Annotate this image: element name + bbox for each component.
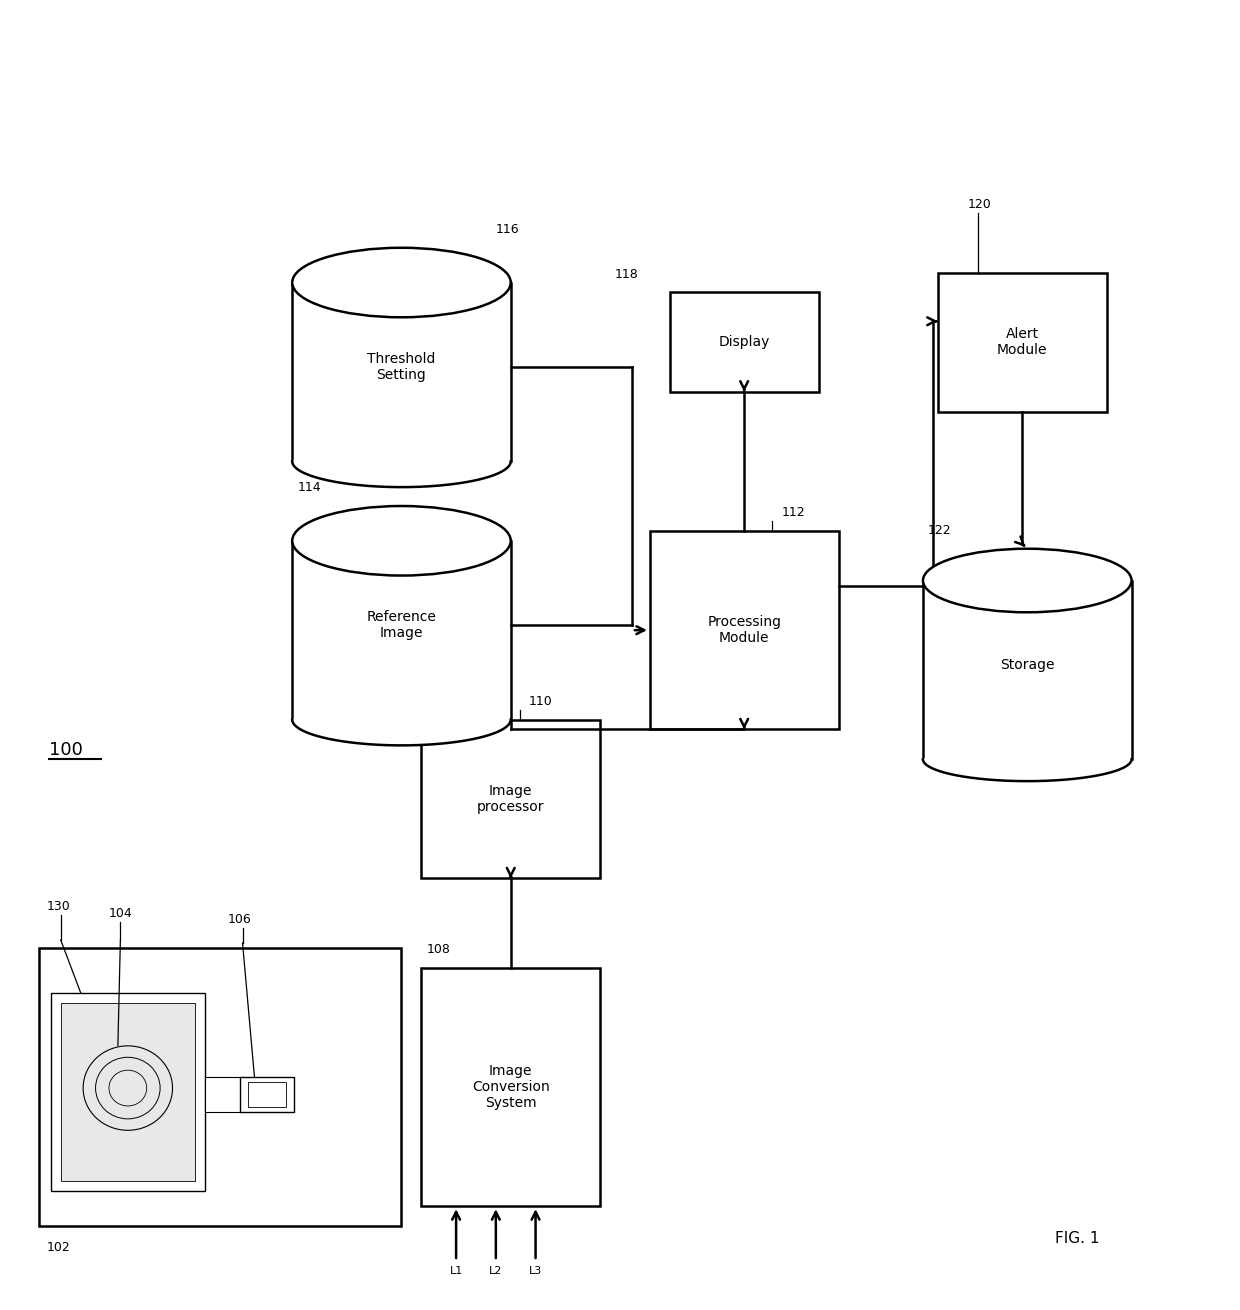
Bar [670, 292, 818, 392]
Text: 116: 116 [496, 223, 520, 236]
Text: 130: 130 [47, 900, 71, 913]
Bar [650, 531, 838, 730]
Text: L3: L3 [529, 1265, 542, 1276]
Text: 120: 120 [967, 198, 992, 211]
Bar [248, 1082, 286, 1107]
Text: 108: 108 [427, 943, 450, 956]
Ellipse shape [293, 506, 511, 575]
Text: 106: 106 [228, 913, 252, 926]
Text: Display: Display [718, 335, 770, 350]
Bar [51, 993, 205, 1191]
Text: Reference
Image: Reference Image [367, 610, 436, 641]
Text: 102: 102 [47, 1241, 71, 1254]
Polygon shape [923, 760, 1132, 781]
Bar [239, 1077, 294, 1112]
Bar [937, 272, 1107, 411]
Bar [293, 541, 511, 719]
Text: Threshold
Setting: Threshold Setting [367, 352, 435, 383]
Text: Alert
Module: Alert Module [997, 328, 1048, 358]
Bar [422, 719, 600, 879]
Text: 114: 114 [298, 481, 321, 494]
Text: 110: 110 [528, 694, 552, 707]
Bar [61, 1002, 195, 1182]
Text: 112: 112 [782, 506, 806, 519]
Polygon shape [293, 719, 511, 745]
Bar [422, 968, 600, 1207]
Text: Storage: Storage [999, 658, 1054, 672]
Text: L2: L2 [489, 1265, 502, 1276]
Ellipse shape [923, 549, 1132, 612]
Bar [38, 948, 402, 1226]
Bar [205, 1077, 243, 1112]
Bar [923, 580, 1132, 760]
Text: Image
processor: Image processor [477, 783, 544, 814]
Text: 118: 118 [615, 267, 639, 280]
Polygon shape [293, 461, 511, 487]
Text: FIG. 1: FIG. 1 [1055, 1231, 1099, 1246]
Text: 100: 100 [48, 741, 83, 760]
Text: 104: 104 [108, 908, 133, 920]
Text: Processing
Module: Processing Module [707, 616, 781, 646]
Text: Image
Conversion
System: Image Conversion System [472, 1064, 549, 1111]
Ellipse shape [293, 248, 511, 317]
Text: 122: 122 [928, 524, 951, 537]
Bar [293, 283, 511, 461]
Text: L1: L1 [449, 1265, 463, 1276]
